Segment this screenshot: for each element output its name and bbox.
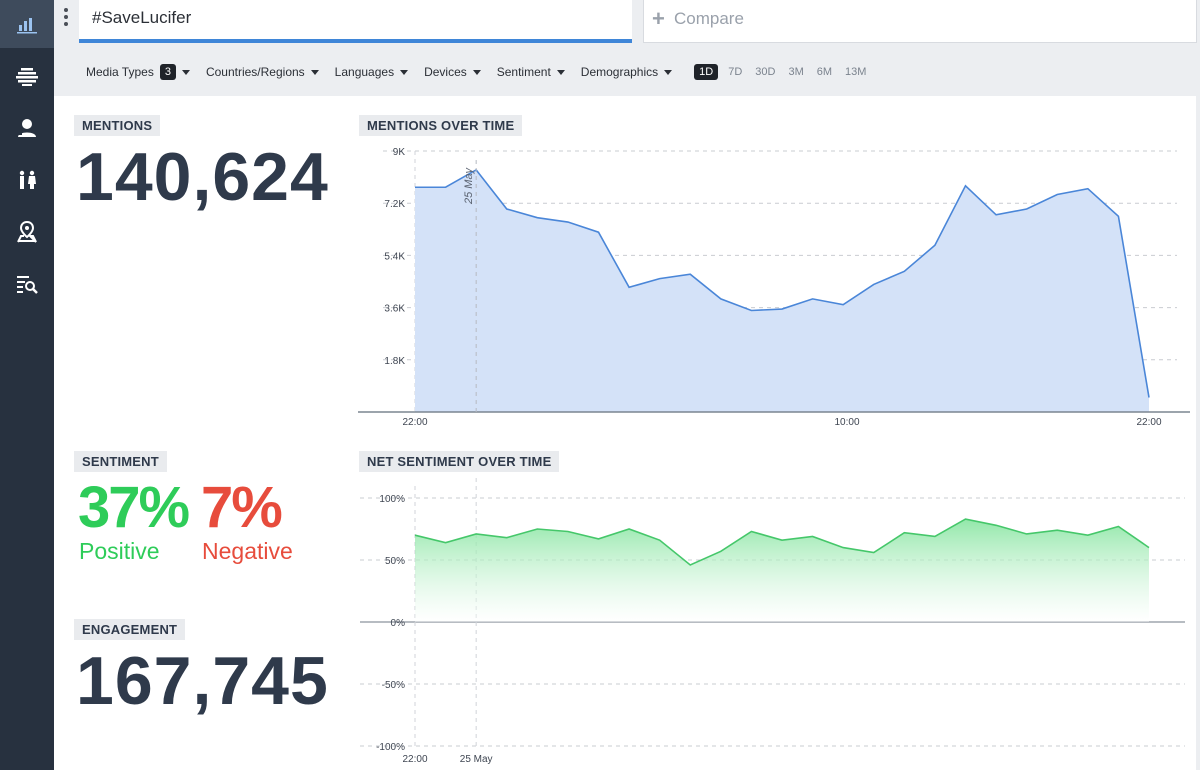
overview-icon	[17, 18, 37, 34]
sentiment-x-tick-label: 22:00	[402, 754, 427, 765]
nav-geography[interactable]	[0, 208, 54, 256]
mentions-y-tick-label: 1.8K	[384, 356, 405, 367]
mentions-y-tick-label: 3.6K	[384, 304, 405, 315]
compare-label: Compare	[674, 9, 744, 28]
plus-icon: +	[652, 6, 665, 31]
mentions-x-tick-label: 10:00	[834, 417, 859, 428]
sentiment-x-tick-label: 25 May	[460, 754, 493, 765]
mentions-y-tick-label: 7.2K	[384, 199, 405, 210]
net-sentiment-chart-svg: 100% 50% 0% -50% -100%22:00 25 May	[360, 478, 1185, 765]
mentions-chart-svg: 1.8K 3.6K 5.4K 7.2K 9K 25 May 22:00 10:00 22:00	[358, 147, 1190, 428]
sentiment-y-tick-label: 0%	[391, 618, 406, 629]
mentions-area	[415, 169, 1149, 412]
chevron-down-icon	[556, 69, 565, 75]
influencers-icon	[17, 119, 36, 137]
demographics-icon	[19, 170, 36, 189]
range-30d[interactable]: 30D	[755, 66, 776, 78]
mentions-y-tick-label: 9K	[393, 147, 406, 158]
mentions-value: 140,624	[76, 139, 329, 215]
filter-sentiment[interactable]: Sentiment	[497, 65, 565, 79]
more-options-icon[interactable]	[62, 8, 70, 30]
net-sentiment-chart: 100% 50% 0% -50% -100% 22:00 25 May	[355, 478, 1190, 770]
nav-overview[interactable]	[0, 0, 54, 48]
mentions-chart: 1.8K 3.6K 5.4K 7.2K 9K 25 May 22:00 10:00 22:00	[355, 140, 1190, 440]
query-tab[interactable]: #SaveLucifer	[79, 0, 632, 43]
nav-demographics[interactable]	[0, 156, 54, 204]
mentions-x-tick-label: 22:00	[1136, 417, 1161, 428]
sentiment-y-tick-label: 50%	[385, 556, 405, 567]
query-header: #SaveLucifer + Compare Media Types 3 Cou…	[54, 0, 1200, 96]
range-6m[interactable]: 6M	[816, 66, 833, 78]
range-1d[interactable]: 1D	[694, 64, 719, 80]
negative-label: Negative	[202, 538, 293, 564]
filter-countries-regions[interactable]: Countries/Regions	[206, 65, 319, 79]
sentiment-chart-title: NET SENTIMENT OVER TIME	[359, 451, 560, 472]
mentions-y-tick-label: 5.4K	[384, 251, 405, 262]
sentiment-area	[415, 519, 1149, 622]
chevron-down-icon	[664, 69, 673, 75]
engagement-value: 167,745	[76, 643, 329, 719]
filter-languages[interactable]: Languages	[335, 65, 409, 79]
topics-icon	[16, 68, 38, 86]
query-text: #SaveLucifer	[92, 8, 192, 27]
date-marker-label: 25 May	[463, 166, 475, 205]
time-range-selector: 1D 7D 30D 3M 6M 13M	[694, 64, 876, 80]
sidebar-rail	[0, 0, 54, 770]
scrollbar-track[interactable]	[1196, 96, 1200, 770]
sentiment-series-line	[414, 518, 1150, 566]
filter-media-types[interactable]: Media Types 3	[86, 64, 190, 80]
nav-topics[interactable]	[0, 52, 54, 100]
negative-percent: 7%	[201, 475, 283, 540]
chevron-down-icon	[181, 69, 190, 75]
range-7d[interactable]: 7D	[728, 66, 743, 78]
nav-search-results[interactable]	[0, 260, 54, 308]
positive-percent: 37%	[78, 475, 190, 540]
positive-label: Positive	[79, 538, 160, 564]
mentions-label: MENTIONS	[74, 115, 161, 136]
sentiment-y-tick-label: 100%	[379, 494, 405, 505]
media-types-count-badge: 3	[159, 64, 176, 80]
geography-icon	[17, 220, 37, 243]
filter-devices[interactable]: Devices	[424, 65, 481, 79]
filter-bar: Media Types 3 Countries/Regions Language…	[86, 62, 876, 82]
range-3m[interactable]: 3M	[788, 66, 804, 78]
chevron-down-icon	[472, 69, 481, 75]
nav-influencers[interactable]	[0, 104, 54, 152]
filter-demographics[interactable]: Demographics	[581, 65, 673, 79]
compare-button[interactable]: + Compare	[643, 0, 1197, 43]
sentiment-y-tick-label: -100%	[376, 742, 405, 753]
search-results-icon	[17, 276, 38, 294]
mentions-chart-title: MENTIONS OVER TIME	[359, 115, 523, 136]
engagement-label: ENGAGEMENT	[74, 619, 186, 640]
sentiment-y-tick-label: -50%	[382, 680, 405, 691]
chevron-down-icon	[310, 69, 319, 75]
sentiment-label: SENTIMENT	[74, 451, 167, 472]
chevron-down-icon	[400, 69, 409, 75]
mentions-x-tick-label: 22:00	[402, 417, 427, 428]
mentions-series-line	[415, 168, 1150, 398]
range-13m[interactable]: 13M	[845, 66, 867, 78]
